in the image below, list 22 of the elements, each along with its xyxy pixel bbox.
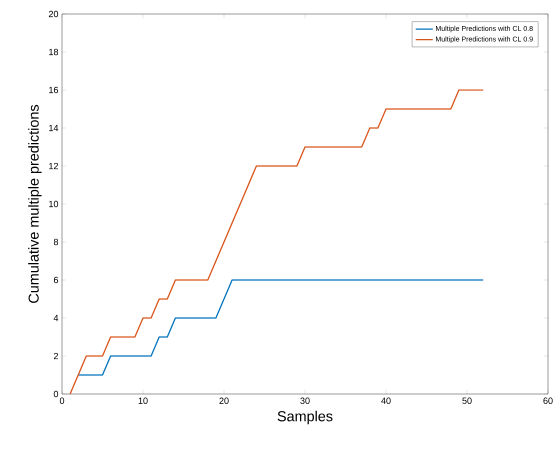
y-tick-label: 10: [49, 200, 58, 208]
y-tick-label: 0: [54, 390, 58, 398]
y-axis-title: Cumulative multiple predictions: [28, 104, 42, 303]
y-tick-label: 14: [49, 124, 58, 132]
y-tick-label: 20: [48, 10, 58, 18]
line-series: [78, 279, 484, 376]
x-tick-label: 50: [462, 398, 472, 404]
y-tick-label: 18: [49, 48, 58, 56]
y-tick-label: 8: [54, 238, 58, 246]
x-tick-label: 20: [219, 398, 229, 404]
x-tick-label: 60: [543, 398, 553, 404]
x-tick-label: 10: [138, 398, 148, 404]
x-axis-title: Samples: [278, 410, 332, 424]
x-tick-label: 40: [381, 398, 391, 404]
y-tick-label: 6: [54, 276, 58, 284]
y-tick-label: 2: [54, 352, 58, 360]
x-tick-label: 30: [300, 398, 310, 404]
y-tick-label: 12: [49, 162, 58, 170]
line-series: [69, 89, 484, 394]
y-tick-label: 16: [49, 86, 58, 94]
y-tick-label: 4: [54, 314, 58, 322]
x-tick-label: 0: [60, 398, 64, 404]
